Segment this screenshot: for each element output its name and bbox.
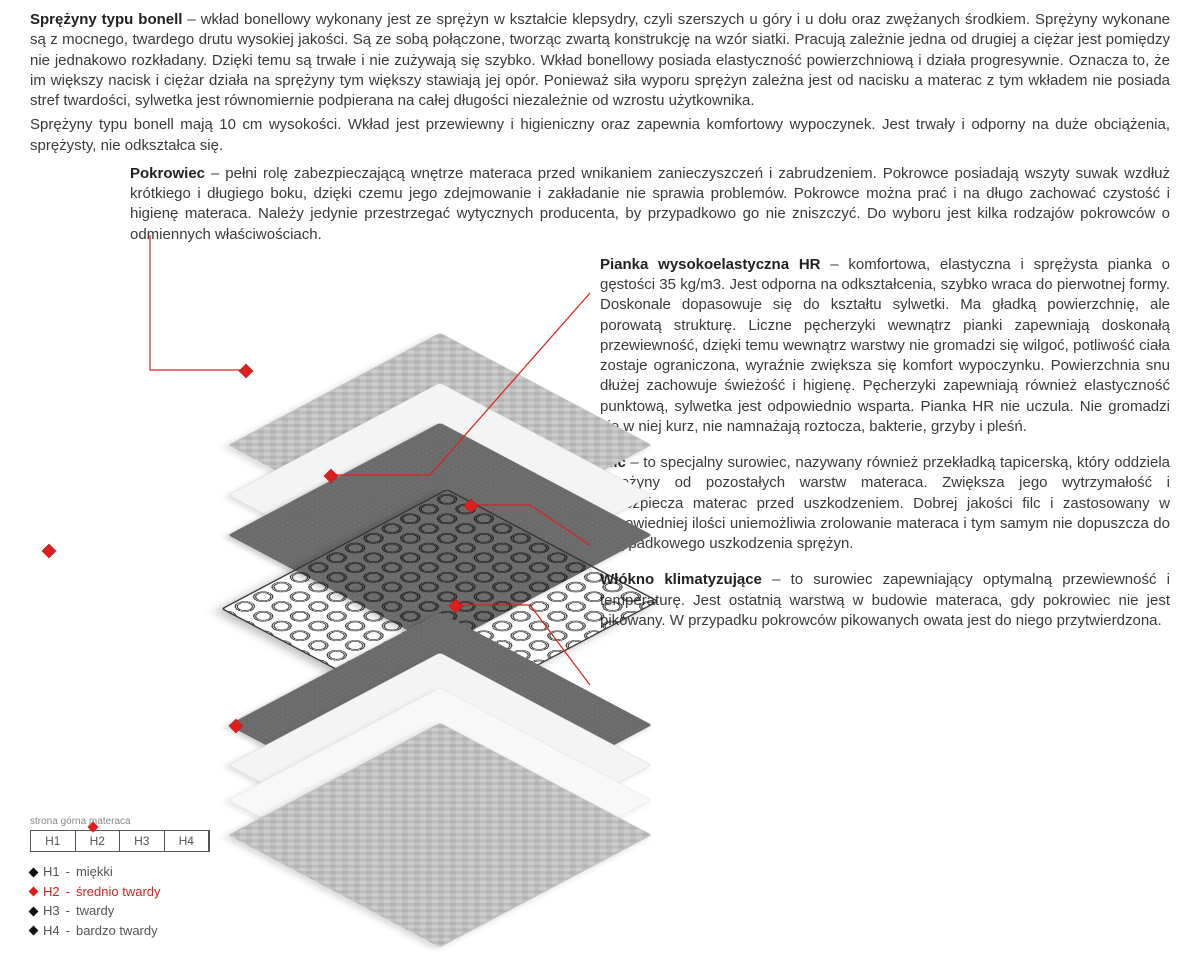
sprezyny-p1: Sprężyny typu bonell – wkład bonellowy w… bbox=[30, 10, 1170, 111]
sprezyny-p2: Sprężyny typu bonell mają 10 cm wysokośc… bbox=[30, 115, 1170, 156]
filc-p: Filc – to specjalny surowiec, nazywany r… bbox=[600, 453, 1170, 554]
term-pokrowiec: Pokrowiec bbox=[130, 165, 205, 182]
legend-h2-code: H2 bbox=[43, 882, 60, 902]
filc-text: – to specjalny surowiec, nazywany równie… bbox=[600, 454, 1170, 552]
mattress-exploded-diagram bbox=[30, 275, 550, 795]
wlokno-p: Włókno klimatyzujące – to surowiec zapew… bbox=[600, 570, 1170, 631]
legend-h4-label: bardzo twardy bbox=[76, 921, 158, 941]
term-sprezyny: Sprężyny typu bonell bbox=[30, 11, 182, 28]
scale-h3: H3 bbox=[120, 831, 165, 851]
legend-h2-label: średnio twardy bbox=[76, 882, 161, 902]
legend-h3-code: H3 bbox=[43, 901, 60, 921]
pokrowiec-text: – pełni rolę zabezpieczającą wnętrze mat… bbox=[130, 165, 1170, 243]
scale-h4: H4 bbox=[165, 831, 210, 851]
legend-item-h2: H2 - średnio twardy bbox=[30, 882, 1170, 902]
diamond-icon bbox=[29, 887, 39, 897]
right-text-column: Pianka wysokoelastyczna HR – komfortowa,… bbox=[600, 255, 1170, 795]
sprezyny-text1: – wkład bonellowy wykonany jest ze spręż… bbox=[30, 11, 1170, 109]
section-pokrowiec: Pokrowiec – pełni rolę zabezpieczającą w… bbox=[130, 164, 1170, 245]
legend-h1-label: miękki bbox=[76, 862, 113, 882]
legend-list: H1 - miękki H2 - średnio twardy H3 - twa… bbox=[30, 862, 1170, 940]
legend-h4-code: H4 bbox=[43, 921, 60, 941]
scale-h1: H1 bbox=[31, 831, 76, 851]
scale-h2: H2 bbox=[76, 831, 121, 851]
diamond-icon bbox=[29, 867, 39, 877]
legend-h3-label: twardy bbox=[76, 901, 114, 921]
section-sprezyny: Sprężyny typu bonell – wkład bonellowy w… bbox=[30, 10, 1170, 156]
mid-row: Pianka wysokoelastyczna HR – komfortowa,… bbox=[30, 255, 1170, 795]
pokrowiec-p: Pokrowiec – pełni rolę zabezpieczającą w… bbox=[130, 164, 1170, 245]
legend-item-h1: H1 - miękki bbox=[30, 862, 1170, 882]
diamond-icon bbox=[29, 926, 39, 936]
legend-h1-code: H1 bbox=[43, 862, 60, 882]
diamond-icon bbox=[29, 906, 39, 916]
pianka-hr-text: – komfortowa, elastyczna i sprężysta pia… bbox=[600, 256, 1170, 435]
legend-item-h4: H4 - bardzo twardy bbox=[30, 921, 1170, 941]
term-pianka-hr: Pianka wysokoelastyczna HR bbox=[600, 256, 821, 273]
legend-item-h3: H3 - twardy bbox=[30, 901, 1170, 921]
hardness-scale: H1 H2 H3 H4 bbox=[30, 830, 210, 852]
illustration-column bbox=[30, 255, 580, 795]
pianka-hr-p: Pianka wysokoelastyczna HR – komfortowa,… bbox=[600, 255, 1170, 437]
